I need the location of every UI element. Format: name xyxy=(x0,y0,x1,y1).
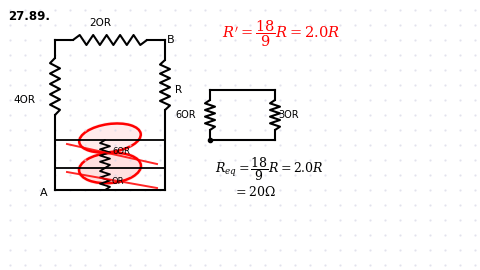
Text: $= 20\Omega$: $= 20\Omega$ xyxy=(233,185,276,199)
Text: 27.89.: 27.89. xyxy=(8,10,50,23)
Text: 6OR: 6OR xyxy=(112,147,130,156)
Text: B: B xyxy=(167,35,175,45)
Text: A: A xyxy=(40,188,48,198)
Text: 3OR: 3OR xyxy=(278,110,299,120)
Text: $R_{eq} = \dfrac{18}{9} R = 2.0R$: $R_{eq} = \dfrac{18}{9} R = 2.0R$ xyxy=(215,155,324,183)
Text: OR: OR xyxy=(112,177,124,185)
Text: R: R xyxy=(175,85,182,95)
Text: 6OR: 6OR xyxy=(175,110,196,120)
Ellipse shape xyxy=(77,151,143,185)
Text: 2OR: 2OR xyxy=(89,18,111,28)
Text: $R' = \dfrac{18}{9} R = 2.0R$: $R' = \dfrac{18}{9} R = 2.0R$ xyxy=(222,18,340,49)
Ellipse shape xyxy=(77,122,143,154)
Text: 4OR: 4OR xyxy=(13,95,35,105)
